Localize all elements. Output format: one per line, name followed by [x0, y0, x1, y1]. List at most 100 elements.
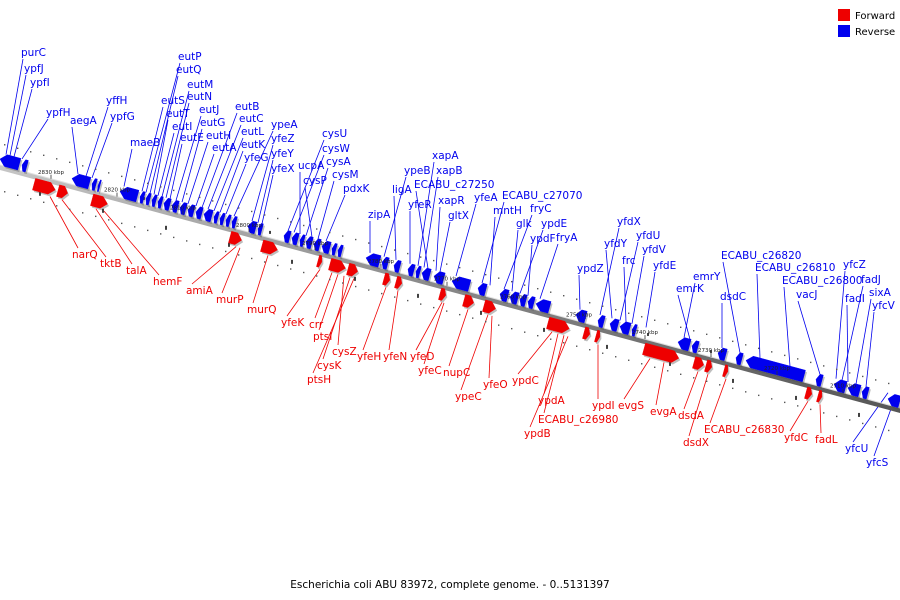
reverse-gene-arrow — [163, 197, 172, 211]
forward-gene-label: cysZ — [332, 346, 357, 358]
reverse-gene-arrow — [299, 234, 306, 248]
reverse-gene-label: yfeX — [271, 163, 295, 175]
forward-leader-line — [95, 208, 133, 265]
reverse-gene-label: yfdY — [604, 238, 628, 250]
track-dot — [615, 309, 617, 311]
forward-leader-line — [448, 309, 469, 367]
reverse-gene-label: eutA — [212, 142, 237, 154]
reverse-leader-line — [683, 282, 696, 338]
track-dot — [797, 405, 799, 407]
forward-leader-line — [529, 336, 569, 428]
forward-gene-label: ypdI — [592, 400, 615, 412]
reverse-gene-arrow — [187, 204, 196, 218]
track-dot — [82, 165, 84, 167]
track-dot — [433, 259, 435, 262]
reverse-gene-label: cysM — [332, 169, 359, 181]
track-dot — [875, 379, 877, 381]
forward-gene-label: yfeN — [383, 351, 407, 363]
reverse-gene-label: vacJ — [796, 289, 818, 301]
reverse-gene-arrow — [225, 214, 232, 228]
forward-gene-arrow — [482, 299, 496, 314]
track-dot — [797, 358, 799, 360]
reverse-gene-label: ypdF — [530, 233, 556, 245]
reverse-gene-label: yfdE — [653, 260, 676, 272]
track-dot — [693, 330, 695, 332]
reverse-leader-line — [233, 130, 274, 217]
track-dot — [563, 342, 565, 344]
forward-gene-label: talA — [126, 265, 147, 277]
reverse-gene-label: zipA — [368, 209, 391, 221]
scale-tick-label: 2710 kbp — [830, 384, 856, 390]
reverse-leader-line — [145, 62, 181, 193]
track-dot — [342, 282, 344, 284]
reverse-gene-label: dsdC — [720, 291, 746, 303]
forward-gene-label: yfeK — [281, 317, 305, 329]
reverse-gene-arrow — [609, 318, 620, 332]
track-dot — [563, 295, 565, 297]
scale-tick-label: 2830 kbp — [38, 170, 64, 176]
track-dot — [407, 252, 409, 255]
reverse-gene-arrow — [257, 223, 264, 236]
forward-gene-label: yfdC — [784, 432, 808, 444]
reverse-gene-label: aegA — [70, 115, 98, 127]
track-dot — [355, 238, 357, 241]
legend-forward-swatch — [838, 9, 850, 21]
reverse-leader-line — [855, 298, 872, 385]
forward-leader-line — [286, 269, 321, 317]
reverse-leader-line — [293, 154, 325, 233]
track-dot — [706, 380, 708, 383]
reverse-gene-arrow — [745, 355, 806, 383]
forward-gene-label: nupC — [443, 367, 470, 379]
track-dot — [524, 284, 526, 286]
forward-leader-line — [318, 274, 339, 331]
forward-gene-arrow — [394, 275, 403, 289]
track-dot — [264, 261, 266, 263]
reverse-leader-line — [225, 163, 247, 215]
track-dot — [654, 319, 656, 321]
reverse-leader-line — [415, 190, 429, 269]
reverse-gene-arrow — [393, 260, 402, 273]
track-dot — [290, 221, 292, 223]
gene-shadow — [221, 215, 227, 228]
gene-shadow — [98, 181, 103, 194]
forward-leader-line — [460, 314, 489, 391]
reverse-gene-label: yfcS — [866, 457, 889, 469]
forward-gene-arrow — [462, 294, 474, 308]
reverse-leader-line — [519, 229, 544, 294]
reverse-gene-label: xapB — [436, 165, 463, 177]
reverse-gene-label: eutL — [241, 126, 264, 138]
reverse-leader-line — [153, 119, 169, 195]
track-dot — [784, 401, 786, 404]
forward-gene-arrow — [316, 254, 323, 268]
track-dot — [667, 370, 669, 372]
reverse-leader-line — [317, 180, 335, 239]
reverse-leader-line — [645, 271, 656, 328]
track-dot — [602, 305, 604, 307]
track-dot — [368, 242, 370, 244]
track-dot — [95, 215, 97, 218]
track-dot — [407, 299, 409, 302]
forward-gene-label: murQ — [247, 304, 276, 316]
reverse-gene-label: eutE — [180, 132, 204, 144]
forward-gene-arrow — [228, 231, 242, 245]
reverse-gene-label: eutP — [178, 51, 202, 63]
track-dot — [693, 377, 695, 379]
track-dot — [810, 361, 812, 364]
reverse-leader-line — [756, 273, 761, 359]
track-dot — [56, 205, 58, 207]
reverse-gene-label: xapA — [432, 150, 459, 162]
reverse-gene-label: yfdX — [617, 216, 641, 228]
track-dot — [511, 280, 513, 283]
reverse-gene-label: yfeY — [271, 148, 294, 160]
scale-tick-label: 2720 kbp — [764, 366, 790, 372]
track-dot — [784, 354, 786, 357]
reverse-leader-line — [207, 124, 242, 210]
reverse-gene-label: yffH — [106, 95, 127, 107]
track-dot — [251, 257, 253, 260]
reverse-gene-label: fryC — [530, 203, 552, 215]
track-dot — [43, 201, 45, 204]
track-dot — [680, 373, 682, 375]
reverse-leader-line — [305, 167, 329, 236]
reverse-gene-label: fadI — [845, 293, 865, 305]
scale-tick-label: 2820 kbp — [104, 188, 130, 194]
